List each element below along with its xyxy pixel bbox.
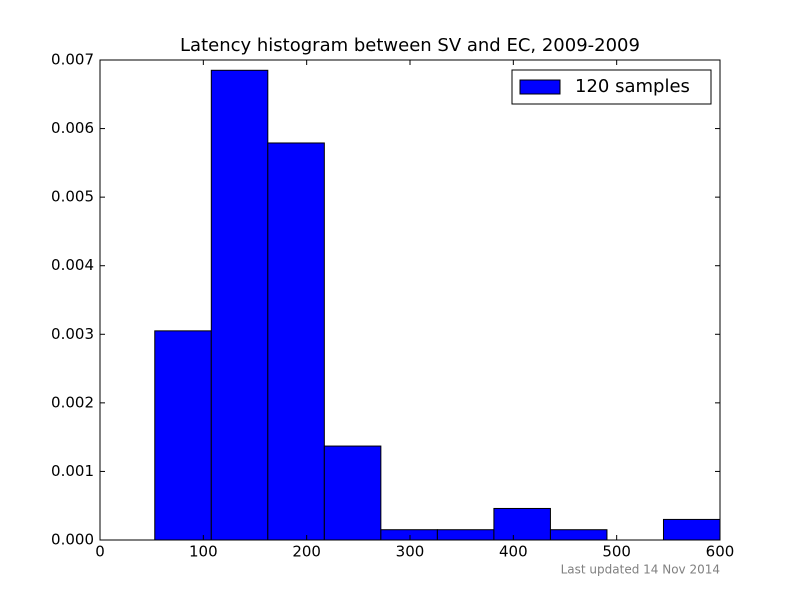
- legend-swatch: [519, 79, 561, 95]
- plot-area: 0 100 200 300 400 500 600 0.000 0.001 0.002 0.003 0…: [51, 51, 734, 561]
- chart-title: Latency histogram between SV and EC, 200…: [180, 35, 640, 56]
- y-tick-label: 0.002: [51, 393, 94, 411]
- y-tick-label: 0.004: [51, 256, 94, 274]
- x-tick-label: 100: [189, 543, 218, 561]
- legend-label: 120 samples: [575, 76, 690, 97]
- bar: [549, 529, 608, 541]
- bar: [210, 69, 269, 541]
- bar: [323, 445, 382, 541]
- bar: [267, 142, 325, 541]
- y-tick-label: 0.007: [51, 51, 94, 69]
- x-tick-label: 500: [602, 543, 631, 561]
- x-tick-label: 0: [95, 543, 105, 561]
- y-tick-label: 0.005: [51, 188, 94, 206]
- bar: [436, 529, 495, 541]
- y-tick-label: 0.003: [51, 325, 94, 343]
- x-tick-label: 400: [499, 543, 528, 561]
- x-tick-label: 300: [396, 543, 425, 561]
- y-tick-label: 0.006: [51, 119, 94, 137]
- bar: [662, 518, 721, 541]
- bar: [380, 529, 438, 541]
- bar: [493, 507, 551, 541]
- annotation: Last updated 14 Nov 2014: [561, 563, 720, 577]
- x-tick-label: 600: [706, 543, 735, 561]
- y-tick-label: 0.001: [51, 462, 94, 480]
- x-tick-label: 200: [292, 543, 321, 561]
- y-tick-label: 0.000: [51, 531, 94, 549]
- bar: [154, 330, 212, 541]
